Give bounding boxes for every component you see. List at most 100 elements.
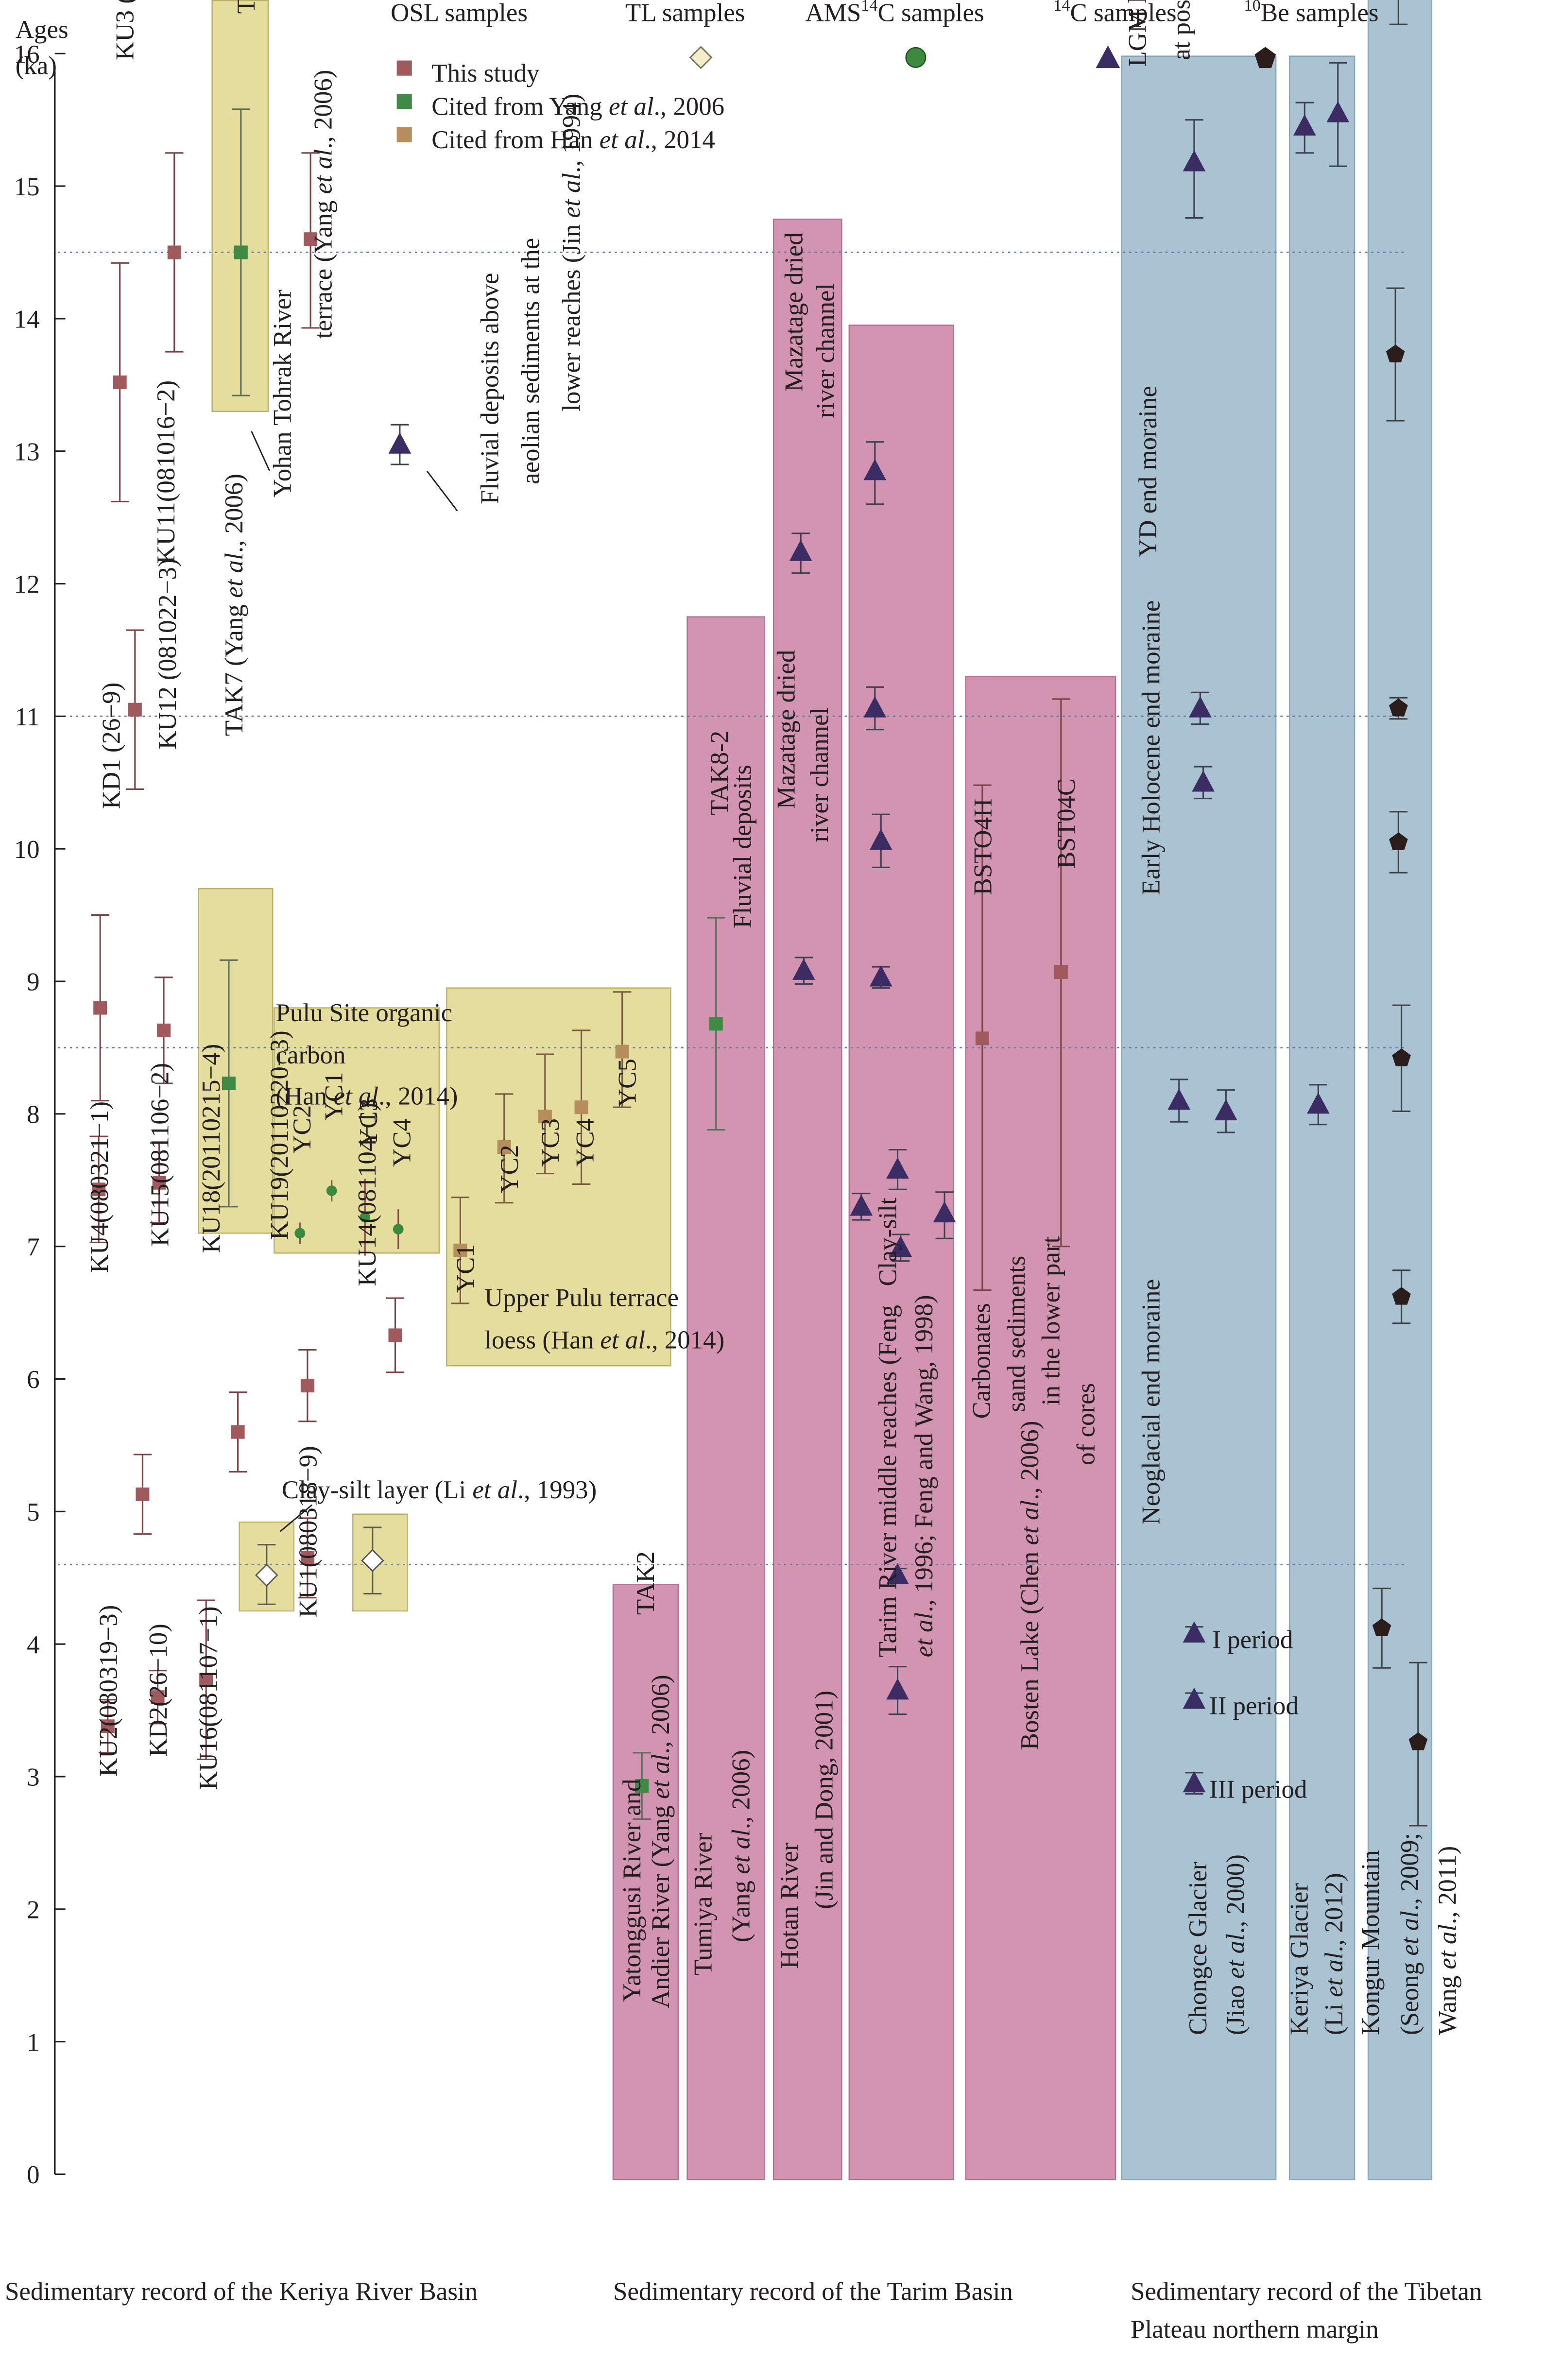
sample-be10-59 xyxy=(1389,697,1408,720)
annotation-label-46: Mazatage dried xyxy=(772,650,801,809)
marker-c14-47 xyxy=(1189,696,1212,718)
legend-yang-etal: et al xyxy=(609,93,654,121)
marker-be10-59 xyxy=(1389,698,1408,717)
sample-c14-56 xyxy=(1306,1084,1330,1126)
annotation-label-7: KD1 (26−9) xyxy=(98,683,126,809)
annotation-label-36-part-1: et al xyxy=(557,173,585,218)
annotation-label-23-part-1: et al xyxy=(600,1326,645,1354)
marker-osl-2 xyxy=(304,232,318,246)
legend-be10-suffix: Be samples xyxy=(1261,0,1379,27)
sample-this-1 xyxy=(165,152,184,353)
marker-osl-20 xyxy=(300,1379,314,1393)
sample-c14-36 xyxy=(863,441,887,505)
annotation-label-47-part-0: river channel xyxy=(806,707,834,842)
annotation-label-57: in the lower part xyxy=(1037,1236,1065,1405)
marker-c14-55 xyxy=(1326,101,1350,122)
box-blue-12 xyxy=(1288,55,1355,2180)
annotation-label-0: KU3 (080319-25) xyxy=(111,0,139,60)
annotation-label-39-part-0: Andier River (Yang xyxy=(647,1799,675,2008)
annotation-label-17: YC2 xyxy=(496,1145,524,1194)
annotation-label-40-part-0: TAK8-2 xyxy=(706,731,734,816)
annotation-label-32: KD2(26−10) xyxy=(144,1624,172,1757)
legend-ams-superscript: 14 xyxy=(861,0,877,15)
annotation-label-31-part-0: KU2(080319−3) xyxy=(94,1605,122,1777)
annotation-label-16-part-0: YC4 xyxy=(388,1118,416,1167)
annotation-label-39-part-1: et al xyxy=(647,1754,675,1799)
annotation-label-58-part-0: of cores xyxy=(1072,1383,1100,1465)
annotation-label-2-part-0: TAK6-1 xyxy=(232,0,260,14)
annotation-label-5-part-0: terrace (Yang xyxy=(309,194,338,338)
annotation-label-69-part-1: et al xyxy=(1222,1934,1250,1979)
marker-c14-33 xyxy=(388,432,412,454)
sample-this-0 xyxy=(110,262,129,502)
annotation-label-5-part-1: et al xyxy=(309,149,338,194)
annotation-label-14: YC1 xyxy=(320,1072,348,1120)
annotation-label-7-part-0: KD1 (26−9) xyxy=(98,683,126,809)
sample-yang-29 xyxy=(633,1752,651,1820)
legend-tl-header: TL samples xyxy=(625,0,745,27)
annotation-label-53: BSTO4H xyxy=(969,799,997,895)
annotation-label-60: LGM lacustrine deposits xyxy=(1123,0,1151,67)
annotation-label-50-part-0: Clay-silt xyxy=(874,1198,902,1286)
sample-this-21 xyxy=(228,1391,247,1473)
annotation-label-70-part-0: Keriya Glacier xyxy=(1286,1883,1314,2035)
sample-c14-46 xyxy=(1183,119,1206,219)
annotation-label-20-part-0: YC5 xyxy=(614,1059,642,1107)
annotation-label-62-part-0: YD end moraine xyxy=(1134,386,1162,557)
annotation-label-51: Tarim River middle reaches (Feng xyxy=(874,1305,902,1657)
marker-be10-64 xyxy=(1408,1732,1428,1750)
annotation-label-74: Wang et al., 2011) xyxy=(1434,1846,1462,2035)
marker-c14-50 xyxy=(1214,1099,1237,1121)
annotation-label-54-part-0: BST04C xyxy=(1052,779,1081,869)
box-yellow-2 xyxy=(274,1007,440,1254)
sample-c14-37 xyxy=(863,686,887,731)
y-tick-label-0: 0 xyxy=(27,2161,39,2189)
marker-osl-21 xyxy=(231,1425,245,1439)
marker-osl-32 xyxy=(1054,965,1068,979)
sample-c14-48 xyxy=(1192,766,1215,800)
marker-osl-18 xyxy=(615,1044,629,1059)
y-tick-label-8: 8 xyxy=(27,1101,39,1129)
annotation-label-31: KU2(080319−3) xyxy=(94,1605,122,1777)
marker-c14-35 xyxy=(792,959,815,980)
annotation-label-21-part-0: YC1 xyxy=(451,1244,480,1293)
annotation-label-56: sand sediments xyxy=(1002,1256,1030,1412)
annotation-label-38-part-0: Yatonggusi River and xyxy=(618,1779,646,2002)
sample-c14-50 xyxy=(1214,1089,1237,1133)
legend-tl-marker xyxy=(689,46,713,69)
annotation-label-41-part-0: Fluvial deposits xyxy=(728,765,756,928)
y-tick-label-16: 16 xyxy=(14,40,40,68)
sample-tl-23 xyxy=(255,1543,278,1605)
box-pink-10 xyxy=(965,676,1116,2180)
annotation-label-23: loess (Han et al., 2014) xyxy=(484,1326,724,1354)
annotation-label-61-part-0: at posterior margin of end moraine xyxy=(1167,0,1196,60)
marker-osl-5 xyxy=(93,1001,107,1015)
sample-c14-40 xyxy=(886,1148,909,1190)
marker-c14-46 xyxy=(1183,150,1206,171)
y-tick-label-10: 10 xyxy=(14,836,40,864)
group-labels: Sedimentary record of the Keriya River B… xyxy=(5,2277,1482,2344)
annotation-label-66-part-0: II period xyxy=(1209,1692,1299,1720)
box-yellow-1 xyxy=(198,888,274,1234)
annotation-label-10-part-0: Pulu Site organic xyxy=(275,999,452,1027)
annotation-label-58: of cores xyxy=(1072,1383,1100,1465)
annotation-label-0-part-0: KU3 (080319-25) xyxy=(111,0,139,60)
sample-this-9 xyxy=(150,1142,169,1224)
annotation-label-69: (Jiao et al., 2000) xyxy=(1222,1854,1250,2035)
annotation-label-10: Pulu Site organic xyxy=(275,999,452,1027)
legend-han-prefix: Cited from Han xyxy=(431,126,599,154)
y-axis-unit: (ka) xyxy=(16,52,57,80)
marker-c14-53 xyxy=(1183,1771,1206,1793)
marker-be10-62 xyxy=(1392,1287,1411,1305)
marker-ams-12 xyxy=(360,1212,371,1223)
leader-line-0 xyxy=(251,431,271,472)
annotation-label-43-part-1: et al xyxy=(727,1829,755,1874)
annotation-label-9-part-0: TAK7 (Yang xyxy=(220,598,248,736)
sample-be10-60 xyxy=(1389,811,1408,873)
annotation-label-19-part-0: YC4 xyxy=(571,1118,599,1167)
group-label-keriya: Sedimentary record of the Keriya River B… xyxy=(5,2277,478,2306)
sample-this-4 xyxy=(126,629,144,790)
sample-c14-47 xyxy=(1189,691,1212,725)
legend-han-label: Cited from Han et al., 2014 xyxy=(431,126,715,154)
sample-this-22 xyxy=(133,1454,152,1535)
